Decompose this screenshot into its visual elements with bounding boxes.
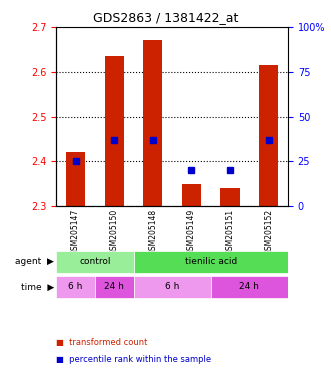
Bar — [105, 56, 124, 206]
Text: 6 h: 6 h — [165, 283, 179, 291]
Bar — [66, 152, 85, 206]
Bar — [182, 184, 201, 206]
Text: control: control — [79, 257, 111, 266]
Text: agent  ▶: agent ▶ — [16, 257, 54, 266]
FancyBboxPatch shape — [211, 276, 288, 298]
FancyBboxPatch shape — [133, 276, 211, 298]
Text: GSM205152: GSM205152 — [264, 209, 273, 255]
Text: time  ▶: time ▶ — [21, 283, 54, 291]
FancyBboxPatch shape — [133, 250, 288, 273]
Text: GDS2863 / 1381422_at: GDS2863 / 1381422_at — [93, 12, 238, 25]
Text: GSM205148: GSM205148 — [148, 209, 157, 255]
Text: ■  percentile rank within the sample: ■ percentile rank within the sample — [56, 355, 212, 364]
Text: 6 h: 6 h — [69, 283, 83, 291]
Text: 24 h: 24 h — [104, 283, 124, 291]
FancyBboxPatch shape — [56, 250, 133, 273]
FancyBboxPatch shape — [95, 276, 133, 298]
FancyBboxPatch shape — [56, 276, 95, 298]
Bar — [143, 40, 163, 206]
Bar — [220, 188, 240, 206]
Text: GSM205147: GSM205147 — [71, 209, 80, 255]
Text: 24 h: 24 h — [239, 283, 259, 291]
Text: tienilic acid: tienilic acid — [185, 257, 237, 266]
Text: GSM205150: GSM205150 — [110, 209, 119, 255]
Text: ■  transformed count: ■ transformed count — [56, 338, 148, 347]
Text: GSM205151: GSM205151 — [225, 209, 235, 255]
Text: GSM205149: GSM205149 — [187, 209, 196, 255]
Bar — [259, 65, 278, 206]
